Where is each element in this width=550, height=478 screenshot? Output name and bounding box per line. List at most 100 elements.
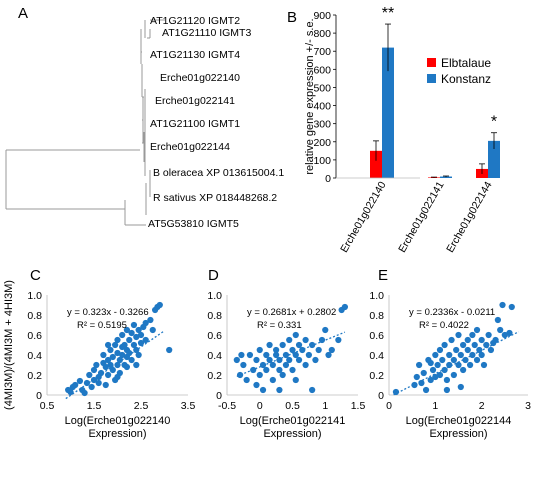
panel-c-scatter: C (4MI3M)/(4MI3M + 4HI3M) 0 0.2 0.4 0.6 0.8 1… bbox=[3, 267, 195, 440]
scatter-point bbox=[76, 377, 83, 385]
bar-y-tick-label: 800 bbox=[313, 28, 331, 40]
scatter-point bbox=[90, 366, 98, 374]
legend-swatch-konstanz bbox=[427, 74, 436, 83]
bar-y-axis-label: relative gene expression +/- s.e. bbox=[304, 18, 316, 174]
panel-letter-b: B bbox=[287, 9, 297, 26]
scatter-point bbox=[441, 366, 448, 374]
scatter-point bbox=[130, 341, 138, 349]
scatter-point bbox=[137, 339, 145, 347]
tree-leaf: AT1G21120 IGMT2 bbox=[150, 15, 240, 27]
scatter-point bbox=[436, 371, 444, 379]
significance-marker: ** bbox=[382, 5, 394, 22]
scatter-point bbox=[156, 301, 163, 309]
scatter-y-tick-label: 1.0 bbox=[27, 290, 42, 302]
scatter-point bbox=[418, 379, 425, 387]
scatter-point bbox=[269, 376, 276, 384]
scatter-x-tick-label: 3.5 bbox=[181, 400, 196, 412]
bar-elbtalaue bbox=[370, 150, 382, 178]
scatter-x-tick-label: -0.5 bbox=[218, 400, 236, 412]
scatter-y-tick-label: 0 bbox=[36, 390, 42, 402]
scatter-point bbox=[328, 346, 335, 354]
scatter-point bbox=[135, 326, 142, 334]
scatter-point bbox=[116, 356, 123, 364]
tree-leaf: AT5G53810 IGMT5 bbox=[148, 218, 239, 230]
scatter-point bbox=[93, 361, 100, 369]
scatter-point bbox=[471, 341, 478, 349]
tree-leaf: AT1G21100 IGMT1 bbox=[150, 118, 240, 130]
tree-leaf: R sativus XP 018448268.2 bbox=[153, 192, 277, 204]
scatter-point bbox=[286, 336, 293, 344]
scatter-point bbox=[119, 351, 126, 359]
scatter-equation: y = 0.323x - 0.3266 bbox=[67, 307, 149, 318]
scatter-point bbox=[432, 373, 439, 381]
panel-letter-c: C bbox=[30, 267, 41, 284]
bar-y-ticks: 0 100 200 300 400 500 600 700 800 900 bbox=[313, 10, 336, 185]
panel-e-scatter: E 0 0.2 0.4 0.6 0.8 1.0 0 1 2 3 Log(Erche01g022144… bbox=[369, 267, 531, 440]
scatter-point bbox=[422, 386, 430, 394]
scatter-point bbox=[256, 371, 263, 379]
scatter-point bbox=[276, 356, 283, 364]
scatter-point bbox=[72, 381, 79, 389]
panel-letter-a: A bbox=[18, 5, 28, 22]
tree-leaf: B oleracea XP 013615004.1 bbox=[153, 167, 284, 179]
scatter-x-axis-label: Log(Erche01g022140 bbox=[65, 415, 171, 427]
scatter-point bbox=[302, 336, 309, 344]
scatter-point bbox=[102, 381, 109, 389]
scatter-y-tick-label: 0.2 bbox=[207, 370, 222, 382]
bar-category-label: Erche01g022141 bbox=[396, 179, 446, 254]
scatter-point bbox=[443, 386, 451, 394]
scatter-x-tick-label: 2.5 bbox=[134, 400, 149, 412]
scatter-point bbox=[238, 351, 245, 359]
scatter-point bbox=[322, 326, 329, 334]
scatter-point bbox=[166, 346, 173, 354]
scatter-y-tick-label: 0.8 bbox=[369, 310, 384, 322]
scatter-point bbox=[114, 336, 121, 344]
scatter-r-squared: R² = 0.5195 bbox=[77, 320, 127, 331]
scatter-point bbox=[102, 363, 109, 371]
scatter-point bbox=[508, 303, 515, 311]
scatter-point bbox=[263, 366, 270, 374]
bar-series: *** bbox=[370, 5, 500, 178]
scatter-point bbox=[457, 351, 464, 359]
bar-y-tick-label: 400 bbox=[313, 101, 331, 113]
scatter-equation: y = 0.2681x + 0.2802 bbox=[247, 307, 336, 318]
legend-label-konstanz: Konstanz bbox=[441, 72, 491, 86]
scatter-y-tick-label: 1.0 bbox=[369, 290, 384, 302]
scatter-point bbox=[450, 356, 457, 364]
scatter-point bbox=[105, 371, 112, 379]
tree-leaf: Erche01g022140 bbox=[160, 72, 240, 84]
bar-y-tick-label: 500 bbox=[313, 82, 331, 94]
scatter-point bbox=[416, 361, 423, 369]
scatter-trendline bbox=[236, 331, 346, 377]
scatter-point bbox=[478, 351, 485, 359]
scatter-point bbox=[460, 341, 467, 349]
scatter-point bbox=[315, 346, 322, 354]
scatter-point bbox=[119, 331, 126, 339]
scatter-point bbox=[448, 336, 455, 344]
scatter-point bbox=[466, 361, 474, 369]
scatter-y-tick-label: 0.4 bbox=[369, 350, 384, 362]
tree-leaf: AT1G21110 IGMT3 bbox=[162, 27, 251, 39]
scatter-point bbox=[413, 373, 420, 381]
scatter-y-tick-label: 0 bbox=[216, 390, 222, 402]
scatter-equation: y = 0.2336x - 0.0211 bbox=[409, 307, 495, 318]
bar-konstanz bbox=[488, 140, 500, 178]
scatter-x-tick-label: 1.5 bbox=[87, 400, 102, 412]
scatter-point bbox=[128, 329, 135, 337]
scatter-point bbox=[476, 346, 483, 354]
scatter-point bbox=[259, 386, 267, 394]
scatter-point bbox=[142, 319, 149, 327]
scatter-point bbox=[123, 326, 130, 334]
scatter-y-axis-label: (4MI3M)/(4MI3M + 4HI3M) bbox=[3, 280, 15, 410]
scatter-point bbox=[455, 331, 462, 339]
scatter-x-tick-label: 3 bbox=[525, 400, 531, 412]
tree-branches bbox=[5, 19, 165, 226]
bar-y-tick-label: 600 bbox=[313, 64, 331, 76]
bar-y-tick-label: 700 bbox=[313, 46, 331, 58]
scatter-point bbox=[126, 336, 133, 344]
scatter-point bbox=[286, 356, 293, 364]
scatter-point bbox=[494, 316, 501, 324]
bar-y-tick-label: 0 bbox=[325, 173, 331, 185]
scatter-point bbox=[130, 321, 138, 329]
